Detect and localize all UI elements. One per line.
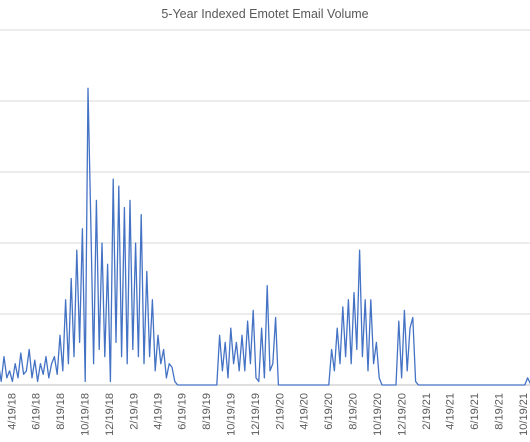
x-tick-label: 8/19/18: [55, 393, 67, 430]
x-tick-label: 12/19/18: [104, 393, 116, 436]
x-tick-label: 4/19/21: [445, 393, 457, 430]
x-tick-label: 10/19/18: [80, 393, 92, 436]
x-tick-label: 6/19/19: [177, 393, 189, 430]
x-tick-label: 6/19/21: [469, 393, 481, 430]
x-tick-label: 4/19/19: [152, 393, 164, 430]
x-tick-label: 2/19/21: [421, 393, 433, 430]
chart-title: 5-Year Indexed Emotet Email Volume: [161, 7, 368, 21]
x-tick-label: 8/19/20: [348, 393, 360, 430]
data-line: [0, 87, 530, 386]
x-tick-label: 8/19/21: [494, 393, 506, 430]
x-tick-label: 10/19/21: [518, 393, 530, 436]
x-tick-label: 6/19/18: [31, 393, 43, 430]
x-tick-label: 10/19/19: [226, 393, 238, 436]
x-tick-label: 4/19/20: [299, 393, 311, 430]
x-tick-label: 10/19/20: [372, 393, 384, 436]
x-tick-label: 12/19/19: [250, 393, 262, 436]
x-tick-label: 4/19/18: [6, 393, 18, 430]
x-tick-label: 6/19/20: [323, 393, 335, 430]
x-tick-label: 8/19/19: [201, 393, 213, 430]
x-tick-label: 12/19/20: [396, 393, 408, 436]
x-tick-label: 2/19/20: [275, 393, 287, 430]
x-tick-label: 2/19/19: [129, 393, 141, 430]
